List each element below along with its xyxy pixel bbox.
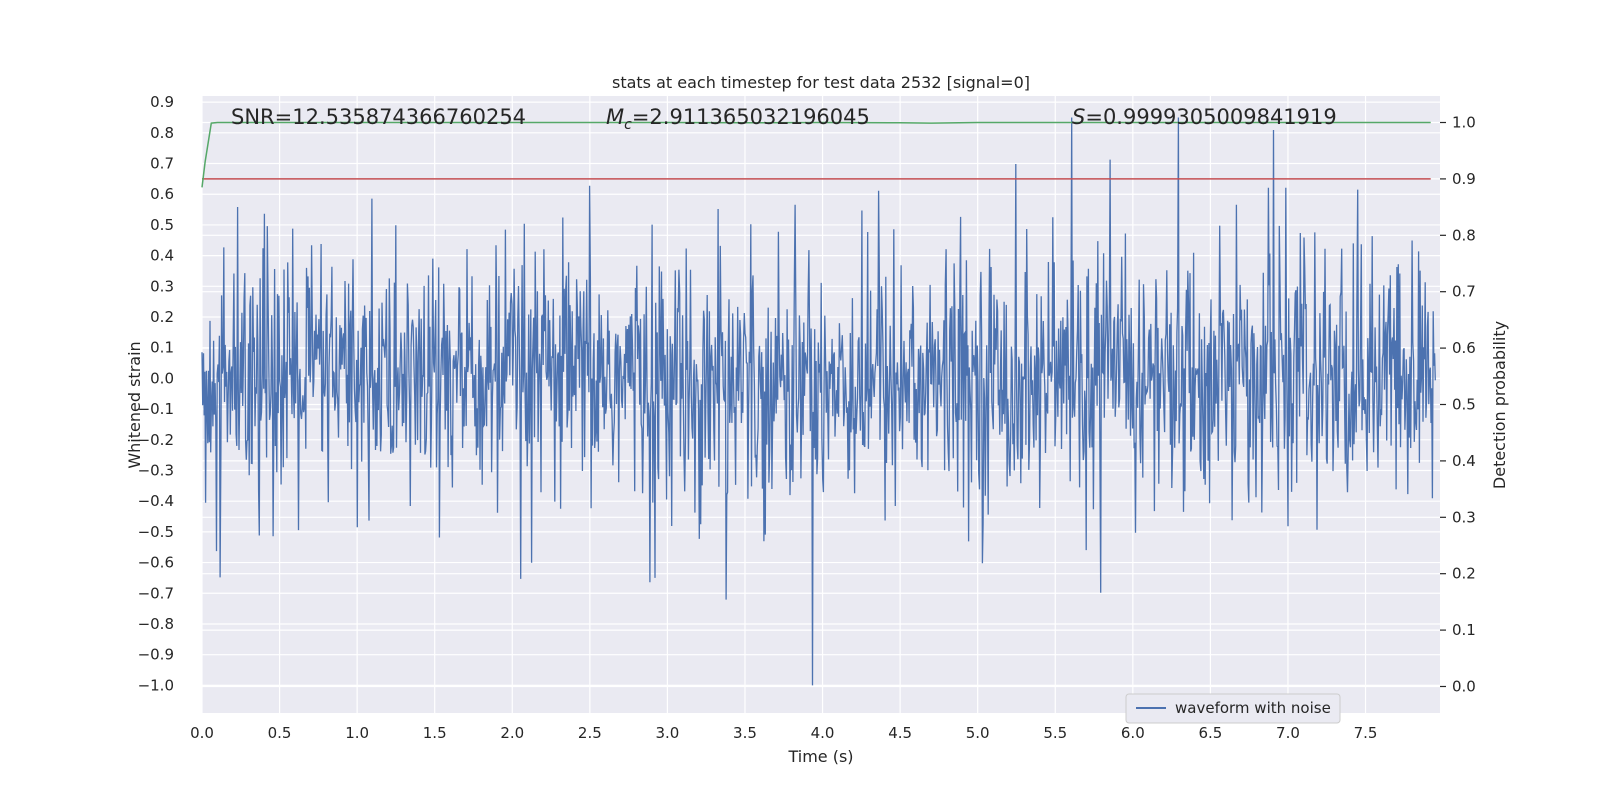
y2-tick-label: 0.1 <box>1452 621 1476 639</box>
y-tick-label: −0.7 <box>138 584 174 602</box>
y-tick-label: −0.1 <box>138 400 174 418</box>
x-tick-label: 1.5 <box>423 724 447 742</box>
x-tick-label: 3.5 <box>733 724 757 742</box>
y2-axis-label: Detection probability <box>1490 321 1509 489</box>
chirp-mass-symbol: M <box>606 105 624 129</box>
y2-tick-label: 0.3 <box>1452 508 1476 526</box>
y-tick-label: 0.3 <box>150 277 174 295</box>
waveform-line <box>201 117 1436 686</box>
y-tick-label: 0.8 <box>150 124 174 142</box>
x-tick-label: 3.0 <box>655 724 679 742</box>
y-tick-label: −0.5 <box>138 523 174 541</box>
chirp-mass-value: =2.911365032196045 <box>632 105 870 129</box>
y-tick-label: 0.1 <box>150 339 174 357</box>
y-tick-label: −0.3 <box>138 461 174 479</box>
y-tick-label: −0.6 <box>138 554 174 572</box>
y2-tick-label: 1.0 <box>1452 114 1476 132</box>
chirp-mass-annotation: Mc=2.911365032196045 <box>606 105 870 133</box>
y2-tick-label: 0.4 <box>1452 452 1476 470</box>
y-tick-label: −0.4 <box>138 492 174 510</box>
x-tick-label: 0.5 <box>268 724 292 742</box>
y2-tick-label: 0.6 <box>1452 339 1476 357</box>
x-tick-label: 5.0 <box>966 724 990 742</box>
x-tick-label: 7.0 <box>1276 724 1300 742</box>
y-tick-label: 0.9 <box>150 93 174 111</box>
x-tick-label: 2.0 <box>500 724 524 742</box>
x-axis-label: Time (s) <box>787 747 853 766</box>
x-tick-label: 6.0 <box>1121 724 1145 742</box>
y-tick-label: 0.2 <box>150 308 174 326</box>
score-annotation: S=0.9999305009841919 <box>1072 105 1337 129</box>
y-tick-label: 0.4 <box>150 247 174 265</box>
x-tick-label: 4.5 <box>888 724 912 742</box>
chart-title: stats at each timestep for test data 253… <box>612 73 1030 92</box>
score-value: =0.9999305009841919 <box>1085 105 1336 129</box>
chirp-mass-subscript: c <box>624 117 632 133</box>
y-tick-label: 0.7 <box>150 155 174 173</box>
y-axis-ticks: 0.9 0.8 0.7 0.6 0.5 0.4 0.3 0.2 0.1 0.0 −0.1 −0.2 −0… <box>138 93 174 694</box>
x-tick-label: 4.0 <box>811 724 835 742</box>
x-axis-ticks: 0.0 0.5 1.0 1.5 2.0 2.5 3.0 3.5 4.0 4.5 5.0 5.5 6.0 6… <box>190 724 1377 742</box>
x-tick-label: 0.0 <box>190 724 214 742</box>
y-axis-label: Whitened strain <box>125 341 144 468</box>
y-tick-label: 0.0 <box>150 369 174 387</box>
legend-label-waveform: waveform with noise <box>1175 699 1331 717</box>
probability-line <box>201 121 1431 188</box>
legend-box <box>1125 693 1341 724</box>
y2-tick-label: 0.8 <box>1452 226 1476 244</box>
x-tick-label: 2.5 <box>578 724 602 742</box>
y2-tick-label: 0.7 <box>1452 283 1476 301</box>
y2-tick-label: 0.0 <box>1452 677 1476 695</box>
y-tick-label: −0.9 <box>138 646 174 664</box>
score-symbol: S <box>1072 105 1085 129</box>
y-tick-label: −1.0 <box>138 676 174 694</box>
y2-tick-label: 0.2 <box>1452 565 1476 583</box>
y2-axis-ticks: 1.0 0.9 0.8 0.7 0.6 0.5 0.4 0.3 0.2 0.1 0.0 <box>1440 114 1476 695</box>
snr-annotation: SNR=12.535874366760254 <box>231 105 526 129</box>
x-tick-label: 7.5 <box>1354 724 1378 742</box>
y-tick-label: 0.6 <box>150 185 174 203</box>
x-tick-label: 6.5 <box>1198 724 1222 742</box>
y2-tick-label: 0.5 <box>1452 396 1476 414</box>
y2-tick-label: 0.9 <box>1452 170 1476 188</box>
y-tick-label: 0.5 <box>150 216 174 234</box>
x-tick-label: 5.5 <box>1043 724 1067 742</box>
x-tick-label: 1.0 <box>345 724 369 742</box>
y-tick-label: −0.2 <box>138 431 174 449</box>
legend: waveform with noise <box>1125 693 1341 724</box>
y-tick-label: −0.8 <box>138 615 174 633</box>
